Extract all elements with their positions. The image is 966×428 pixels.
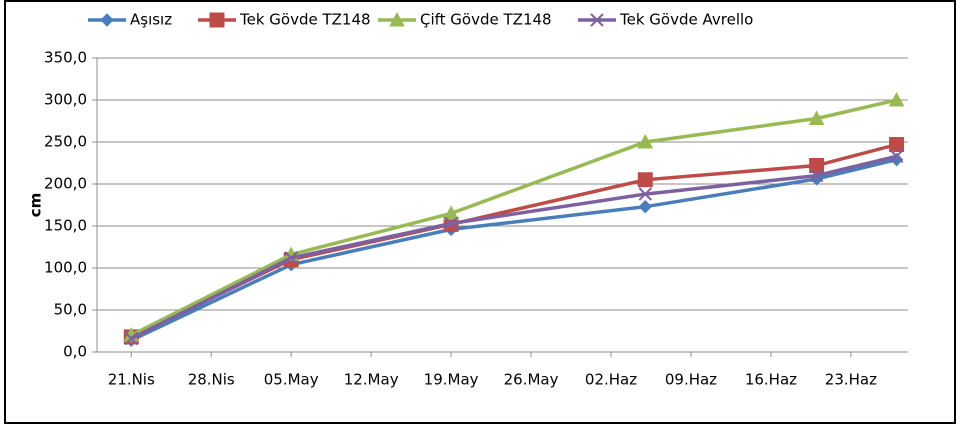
legend-marker: [100, 13, 114, 27]
y-tick-label: 150,0: [44, 217, 87, 235]
legend-marker: [209, 12, 225, 28]
data-point: [637, 172, 653, 188]
legend-label: Tek Gövde Avrello: [619, 11, 753, 29]
y-tick-label: 350,0: [44, 49, 87, 67]
data-point: [889, 149, 904, 163]
x-tick-label: 19.May: [424, 371, 479, 389]
data-point: [638, 187, 652, 201]
legend-marker: [590, 13, 604, 27]
x-tick-label: 05.May: [264, 371, 319, 389]
y-tick-label: 100,0: [44, 259, 87, 277]
series-line: [130, 98, 897, 337]
data-point: [444, 216, 458, 231]
x-tick-label: 28.Nis: [188, 371, 235, 389]
data-point: [888, 91, 905, 107]
data-point: [443, 205, 459, 220]
data-point: [808, 110, 825, 125]
x-tick-label: 02.Haz: [585, 371, 637, 389]
data-point: [124, 331, 138, 346]
x-tick-label: 16.Haz: [745, 371, 797, 389]
x-tick-label: 21.Nis: [108, 371, 155, 389]
legend-marker: [389, 11, 405, 27]
legend-label: Çift Gövde TZ148: [420, 11, 552, 29]
y-tick-label: 200,0: [44, 175, 87, 193]
legend-label: Tek Gövde TZ148: [239, 11, 371, 29]
y-tick-label: 300,0: [44, 91, 87, 109]
x-tick-label: 26.May: [504, 371, 559, 389]
x-tick-label: 09.Haz: [665, 371, 717, 389]
y-tick-label: 0,0: [63, 343, 87, 361]
x-tick-label: 12.May: [344, 371, 399, 389]
data-point: [889, 137, 905, 153]
data-point: [638, 199, 652, 214]
data-point: [809, 168, 824, 183]
series-line: [130, 157, 897, 342]
y-tick-label: 250,0: [44, 133, 87, 151]
series-line: [130, 142, 898, 339]
y-tick-label: 50,0: [54, 301, 87, 319]
y-axis-label: cm: [27, 193, 45, 218]
series-line: [130, 154, 897, 341]
legend-label: Aşısız: [130, 11, 172, 29]
data-point: [284, 251, 298, 265]
x-tick-label: 23.Haz: [825, 371, 877, 389]
chart-border: [4, 0, 956, 424]
data-point: [637, 133, 654, 149]
